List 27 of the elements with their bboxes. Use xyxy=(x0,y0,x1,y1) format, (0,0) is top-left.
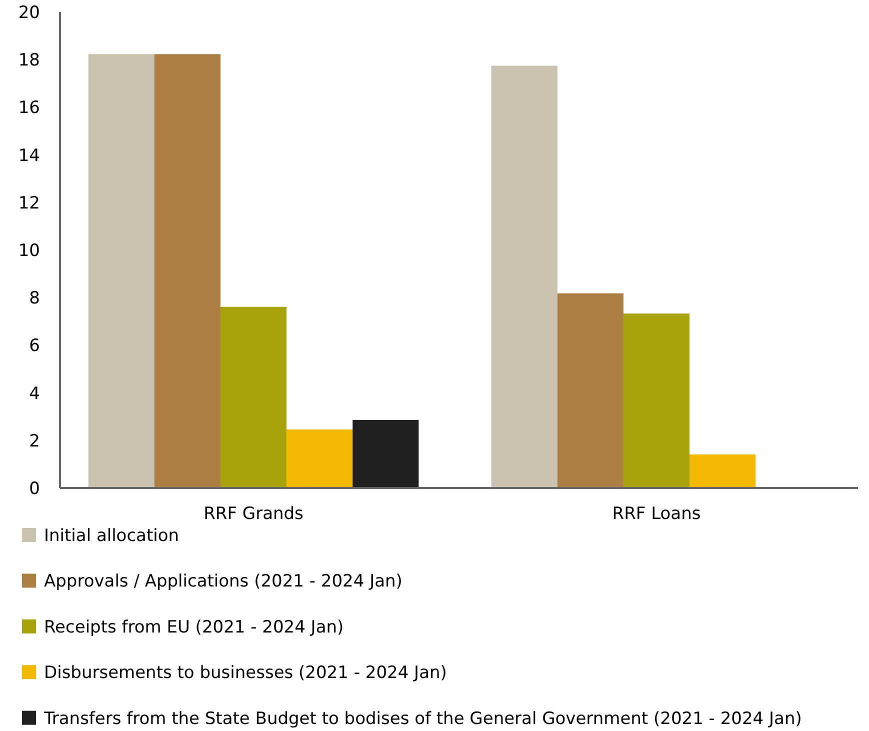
y-tick-label: 12 xyxy=(18,193,40,214)
x-tick-label: RRF Loans xyxy=(612,504,701,524)
y-tick-label: 10 xyxy=(18,240,40,261)
x-tick-label: RRF Grands xyxy=(204,504,304,524)
y-tick-label: 8 xyxy=(29,288,40,309)
y-tick-label: 20 xyxy=(18,2,40,23)
y-tick-label: 2 xyxy=(29,431,40,452)
y-tick-label: 16 xyxy=(18,98,40,118)
legend-label: Initial allocation xyxy=(44,526,180,546)
bar xyxy=(286,429,353,488)
y-tick-label: 4 xyxy=(29,384,40,404)
legend-label: Approvals / Applications (2021 - 2024 Jan) xyxy=(44,572,402,592)
legend-label: Transfers from the State Budget to bodises of the General Government (2021 - 2024 Jan) xyxy=(43,708,802,729)
bar xyxy=(491,66,558,488)
bar xyxy=(352,420,419,488)
y-tick-label: 6 xyxy=(29,336,40,356)
legend-label: Receipts from EU (2021 - 2024 Jan) xyxy=(44,617,344,638)
bar xyxy=(88,54,154,488)
y-tick-label: 14 xyxy=(18,146,40,166)
bar xyxy=(557,293,624,488)
y-tick-label: 0 xyxy=(29,478,40,499)
bar xyxy=(690,454,756,488)
bar xyxy=(154,54,220,488)
bar xyxy=(623,314,690,488)
legend-label: Disbursements to businesses (2021 - 2024 Jan) xyxy=(44,663,447,684)
bar xyxy=(220,306,287,488)
y-tick-label: 18 xyxy=(18,50,40,71)
